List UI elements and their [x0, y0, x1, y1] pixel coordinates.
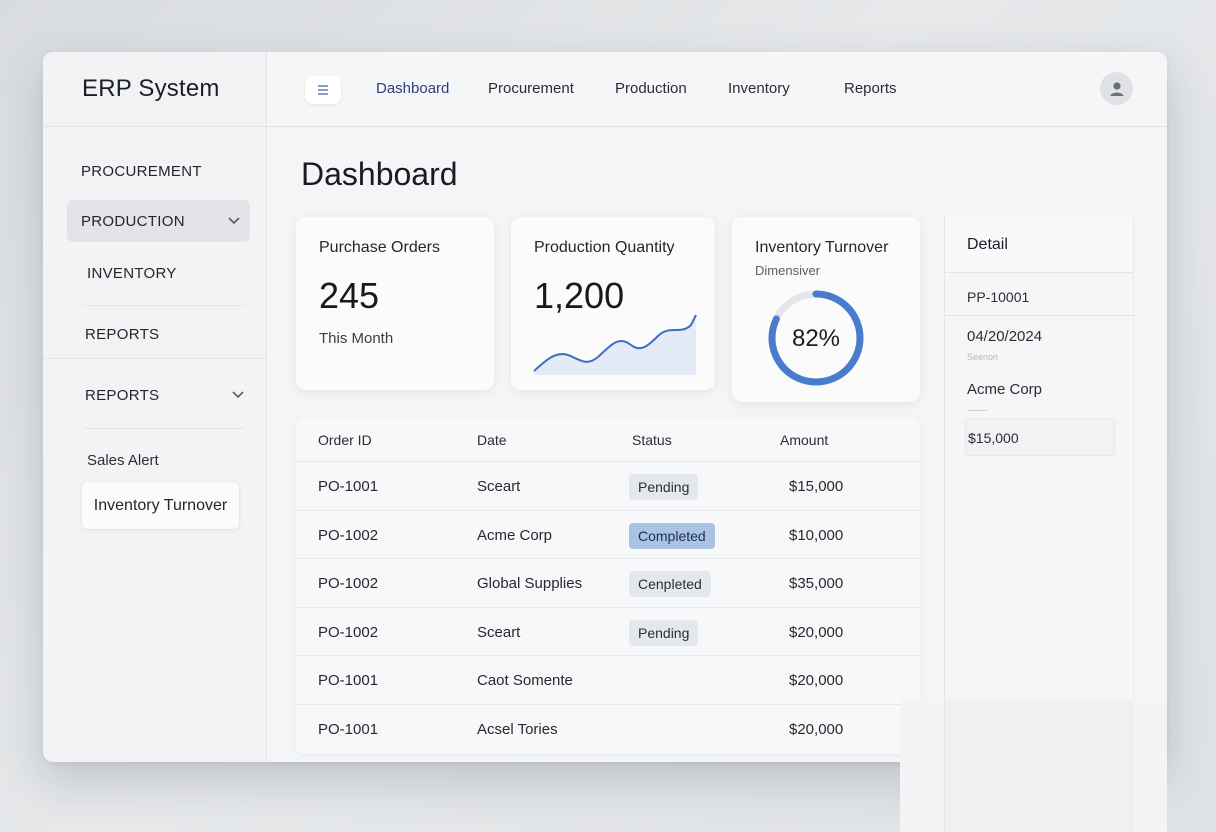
divider: [83, 305, 245, 306]
hamburger-icon[interactable]: [305, 76, 341, 104]
sidebar-item-label: PROCUREMENT: [81, 162, 202, 180]
detail-panel: Detail PP-10001 04/20/2024 Seenon Acme C…: [944, 217, 1135, 762]
inventory-turnover-card[interactable]: Inventory Turnover Dimensiver 82%: [732, 217, 920, 402]
table-row[interactable]: PO-1002 Sceart Pending $20,000: [296, 608, 920, 657]
user-icon[interactable]: [1100, 72, 1133, 105]
cell-date: Acsel Tories: [477, 720, 558, 738]
sidebar-sub-card[interactable]: Inventory Turnover: [82, 482, 239, 529]
column-header[interactable]: Amount: [780, 432, 829, 448]
tab-inventory[interactable]: Inventory: [728, 80, 790, 97]
detail-order-id: PP-10001: [967, 289, 1030, 305]
cell-order-id: PO-1002: [318, 623, 379, 641]
detail-title: Detail: [945, 217, 1133, 273]
sidebar-item-label: REPORTS: [85, 325, 160, 343]
sidebar-sub-label[interactable]: Sales Alert: [87, 452, 159, 469]
detail-amount-box: $15,000: [965, 418, 1115, 456]
chevron-down-icon[interactable]: [232, 388, 244, 402]
table-row[interactable]: PO-1001 Sceart Pending $15,000: [296, 462, 920, 511]
status-badge: Cenpleted: [629, 571, 711, 598]
cell-amount: $20,000: [789, 720, 844, 738]
sidebar-item-inventory[interactable]: INVENTORY: [73, 252, 256, 294]
tab-production[interactable]: Production: [615, 80, 687, 97]
status-badge: Completed: [629, 522, 715, 549]
status-badge: Pending: [629, 619, 699, 646]
tab-dashboard[interactable]: Dashboard: [376, 80, 450, 97]
sidebar: ERP System PROCUREMENT PRODUCTION INVENT…: [43, 52, 267, 762]
donut-chart: [768, 290, 864, 386]
sidebar-item-reports-group[interactable]: REPORTS: [71, 374, 254, 416]
cell-date: Sceart: [477, 478, 521, 495]
detail-faint-label: Seenon: [967, 352, 999, 362]
table-header: Order ID Date Status Amount: [296, 417, 920, 462]
cell-amount: $35,000: [789, 575, 844, 593]
cell-order-id: PO-1001: [318, 720, 379, 738]
table-row[interactable]: PO-1002 Global Supplies Cenpleted $35,00…: [296, 559, 920, 608]
card-value: 245: [319, 275, 380, 316]
donut-percent-label: 82%: [791, 325, 841, 352]
page-title: Dashboard: [301, 156, 458, 192]
sidebar-item-procurement[interactable]: PROCUREMENT: [67, 150, 250, 192]
chevron-down-icon[interactable]: [228, 214, 240, 228]
sidebar-item-production[interactable]: PRODUCTION: [67, 200, 250, 242]
card-title: Production Quantity: [534, 239, 675, 256]
cell-order-id: PO-1002: [318, 575, 379, 593]
cell-order-id: PO-1001: [318, 478, 379, 495]
top-navbar: Dashboard Procurement Production Invento…: [267, 52, 1167, 127]
purchase-orders-card[interactable]: Purchase Orders 245 This Month: [296, 217, 494, 390]
cell-date: Acme Corp: [477, 526, 553, 544]
cell-date: Global Supplies: [477, 575, 583, 593]
cell-date: Sceart: [477, 623, 521, 641]
cell-amount: $20,000: [789, 623, 844, 641]
table-row[interactable]: PO-1001 Caot Somente $20,000: [296, 656, 920, 705]
column-header[interactable]: Status: [632, 432, 672, 448]
divider: [967, 410, 987, 411]
erp-window: ERP System PROCUREMENT PRODUCTION INVENT…: [43, 52, 1167, 762]
sidebar-item-reports[interactable]: REPORTS: [71, 313, 254, 355]
divider: [43, 358, 267, 359]
panel-overflow: [900, 700, 1167, 832]
app-title: ERP System: [43, 52, 266, 127]
cell-amount: $10,000: [789, 526, 844, 544]
tab-reports[interactable]: Reports: [844, 80, 897, 97]
card-value: 1,200: [534, 275, 625, 316]
detail-amount: $15,000: [968, 430, 1019, 446]
cell-amount: $15,000: [789, 478, 844, 495]
detail-company: Acme Corp: [967, 381, 1043, 398]
card-sub: This Month: [319, 330, 394, 347]
orders-table: Order ID Date Status Amount PO-1001 Scea…: [296, 417, 920, 754]
cell-date: Caot Somente: [477, 672, 573, 690]
cell-order-id: PO-1002: [318, 526, 379, 544]
tab-procurement[interactable]: Procurement: [488, 80, 574, 97]
cell-amount: $20,000: [789, 672, 844, 690]
sidebar-item-label: REPORTS: [85, 386, 160, 404]
sparkline-chart: [533, 314, 697, 375]
divider: [945, 315, 1135, 316]
table-row[interactable]: PO-1002 Acme Corp Completed $10,000: [296, 511, 920, 560]
detail-date: 04/20/2024: [967, 328, 1043, 345]
sidebar-item-label: INVENTORY: [87, 264, 177, 282]
card-title: Inventory Turnover: [755, 239, 889, 256]
production-quantity-card[interactable]: Production Quantity 1,200: [511, 217, 715, 390]
status-badge: Pending: [629, 474, 699, 500]
column-header[interactable]: Date: [477, 432, 507, 448]
divider: [83, 428, 245, 429]
detail-panel-overflow: [944, 700, 1134, 832]
column-header[interactable]: Order ID: [318, 432, 372, 448]
card-sub: Dimensiver: [755, 263, 821, 278]
cell-order-id: PO-1001: [318, 672, 379, 690]
table-row[interactable]: PO-1001 Acsel Tories $20,000: [296, 705, 920, 754]
card-title: Purchase Orders: [319, 239, 440, 256]
sidebar-item-label: PRODUCTION: [81, 212, 185, 230]
